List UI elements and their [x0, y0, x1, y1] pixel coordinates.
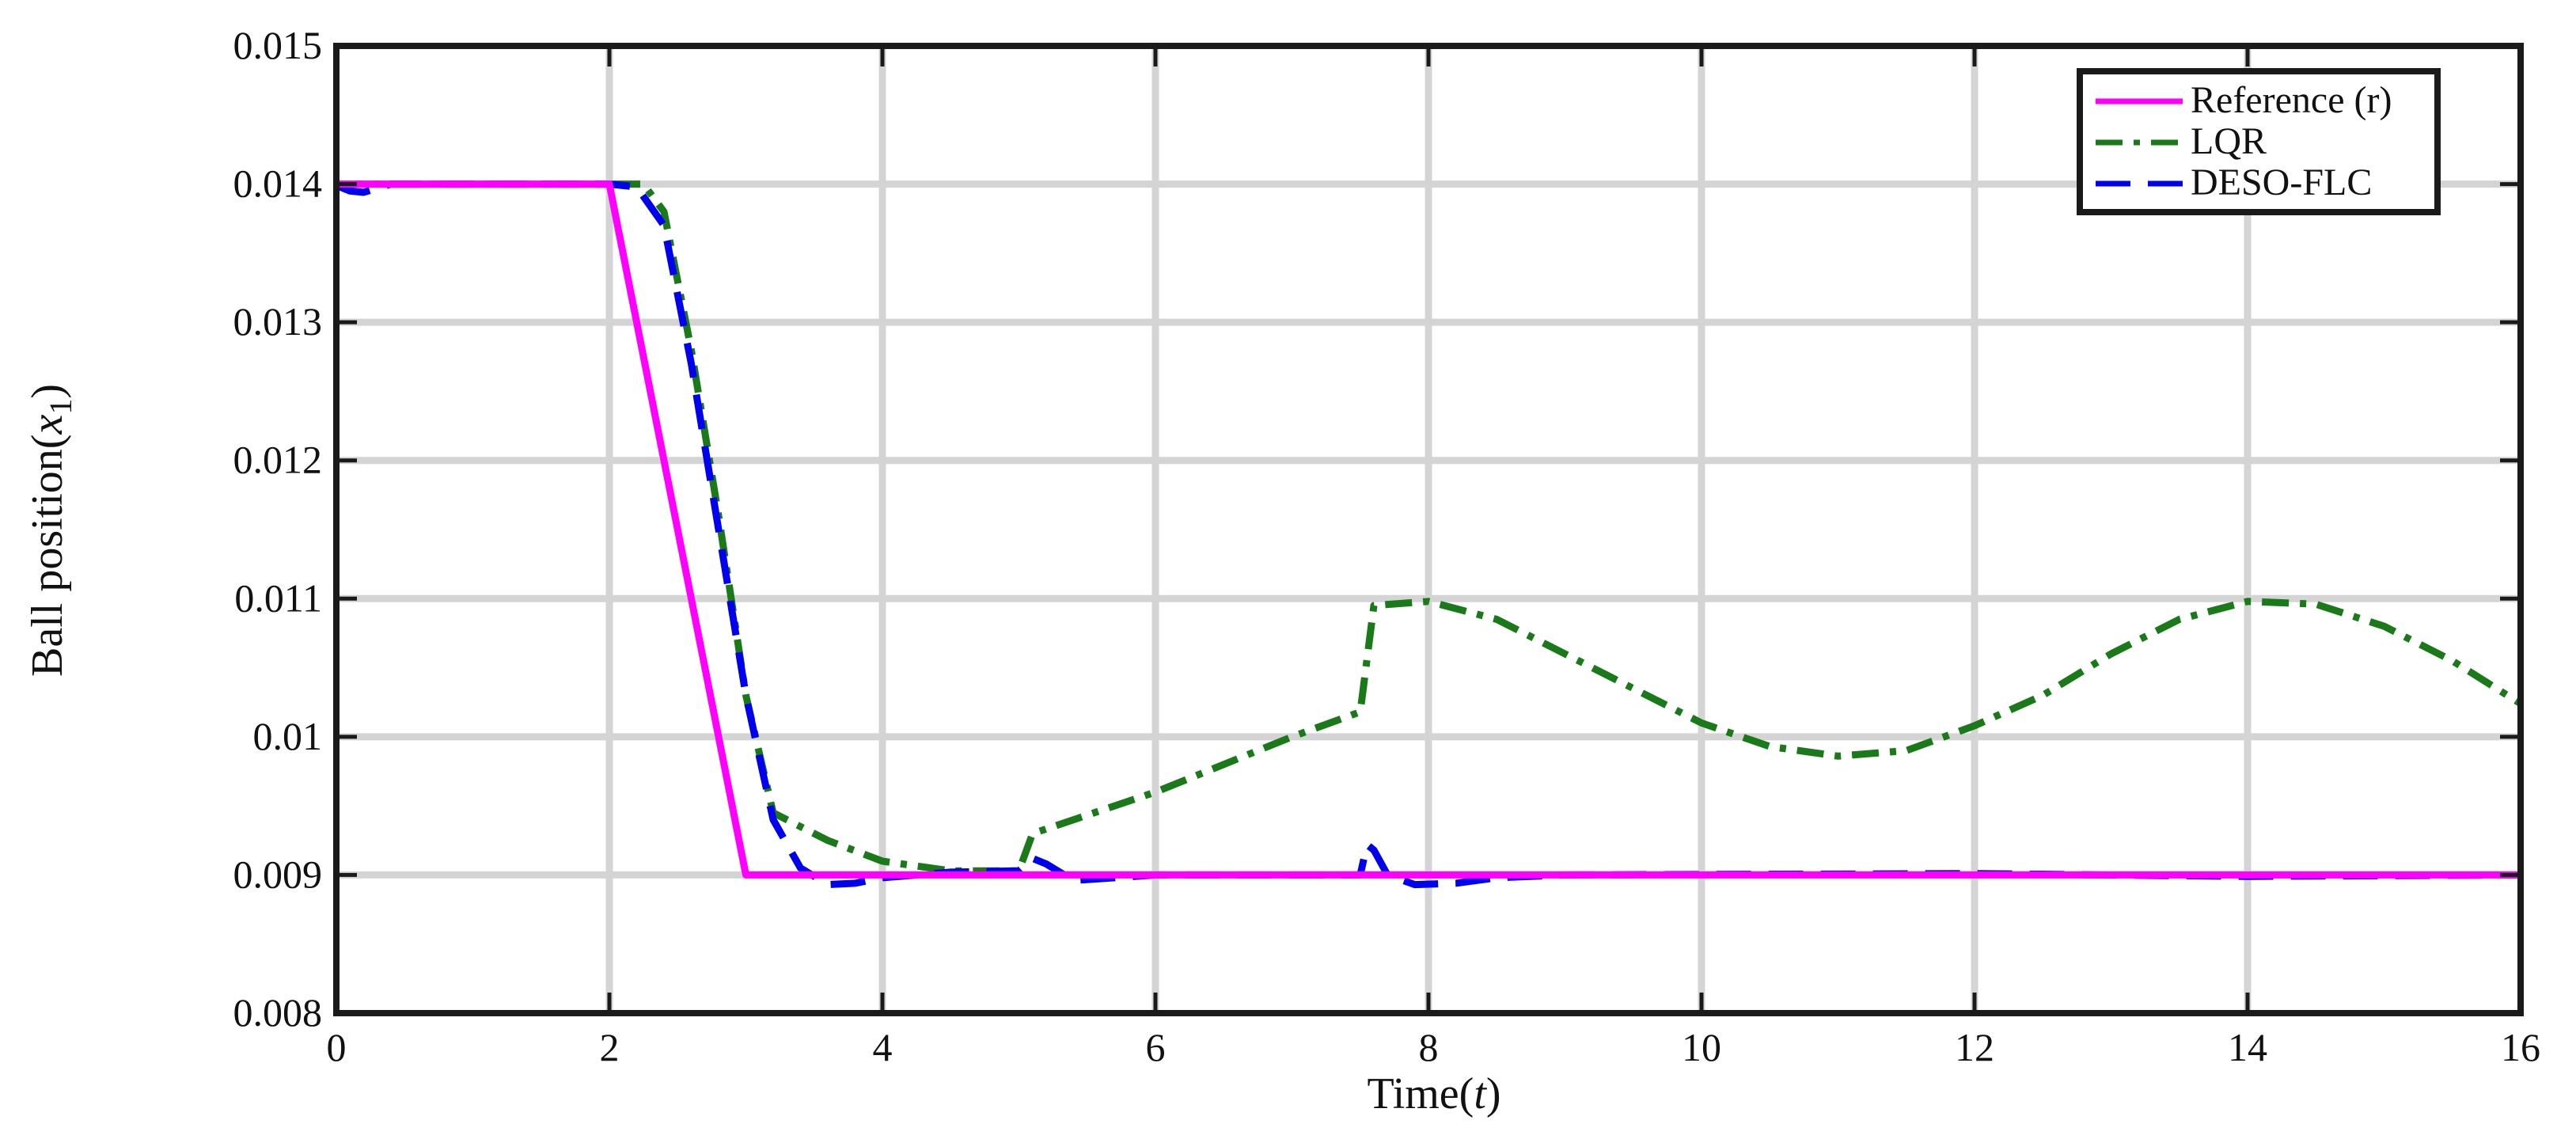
- y-axis-label: Ball position(x1): [23, 384, 78, 677]
- x-tick-label: 8: [1419, 1025, 1439, 1069]
- y-tick-label: 0.013: [233, 299, 323, 344]
- legend-label-reference: Reference (r): [2191, 79, 2392, 121]
- x-tick-label: 16: [2501, 1025, 2540, 1069]
- legend-label-lqr: LQR: [2191, 120, 2267, 162]
- x-tick-label: 0: [327, 1025, 347, 1069]
- y-tick-label: 0.015: [233, 23, 323, 67]
- series-line-deso-flc: [335, 180, 2521, 889]
- y-tick-label: 0.014: [233, 161, 323, 206]
- y-tick-label: 0.008: [233, 990, 323, 1035]
- x-tick-label: 10: [1682, 1025, 1721, 1069]
- legend-box: [2077, 68, 2441, 215]
- x-tick-label: 12: [1955, 1025, 1994, 1069]
- y-tick-label: 0.01: [253, 714, 323, 758]
- y-tick-label: 0.009: [233, 852, 323, 896]
- legend-label-deso-flc: DESO-FLC: [2191, 161, 2372, 203]
- legend: Reference (r) LQR DESO-FLC: [2077, 68, 2441, 215]
- y-tick-label: 0.011: [234, 575, 322, 620]
- x-tick-label: 4: [873, 1025, 893, 1069]
- x-axis-label: Time(t): [1367, 1069, 1500, 1118]
- x-tick-label: 14: [2228, 1025, 2267, 1069]
- series-layer: [335, 180, 2523, 889]
- ticks: 0 2 4 6 8 10 12 14 16 0.008 0.009 0.01 0.011 0.012 0.0…: [233, 23, 2541, 1069]
- series-line-reference-r: [336, 180, 2521, 879]
- x-tick-label: 6: [1146, 1025, 1166, 1069]
- y-tick-label: 0.012: [233, 438, 323, 482]
- x-tick-label: 2: [600, 1025, 620, 1069]
